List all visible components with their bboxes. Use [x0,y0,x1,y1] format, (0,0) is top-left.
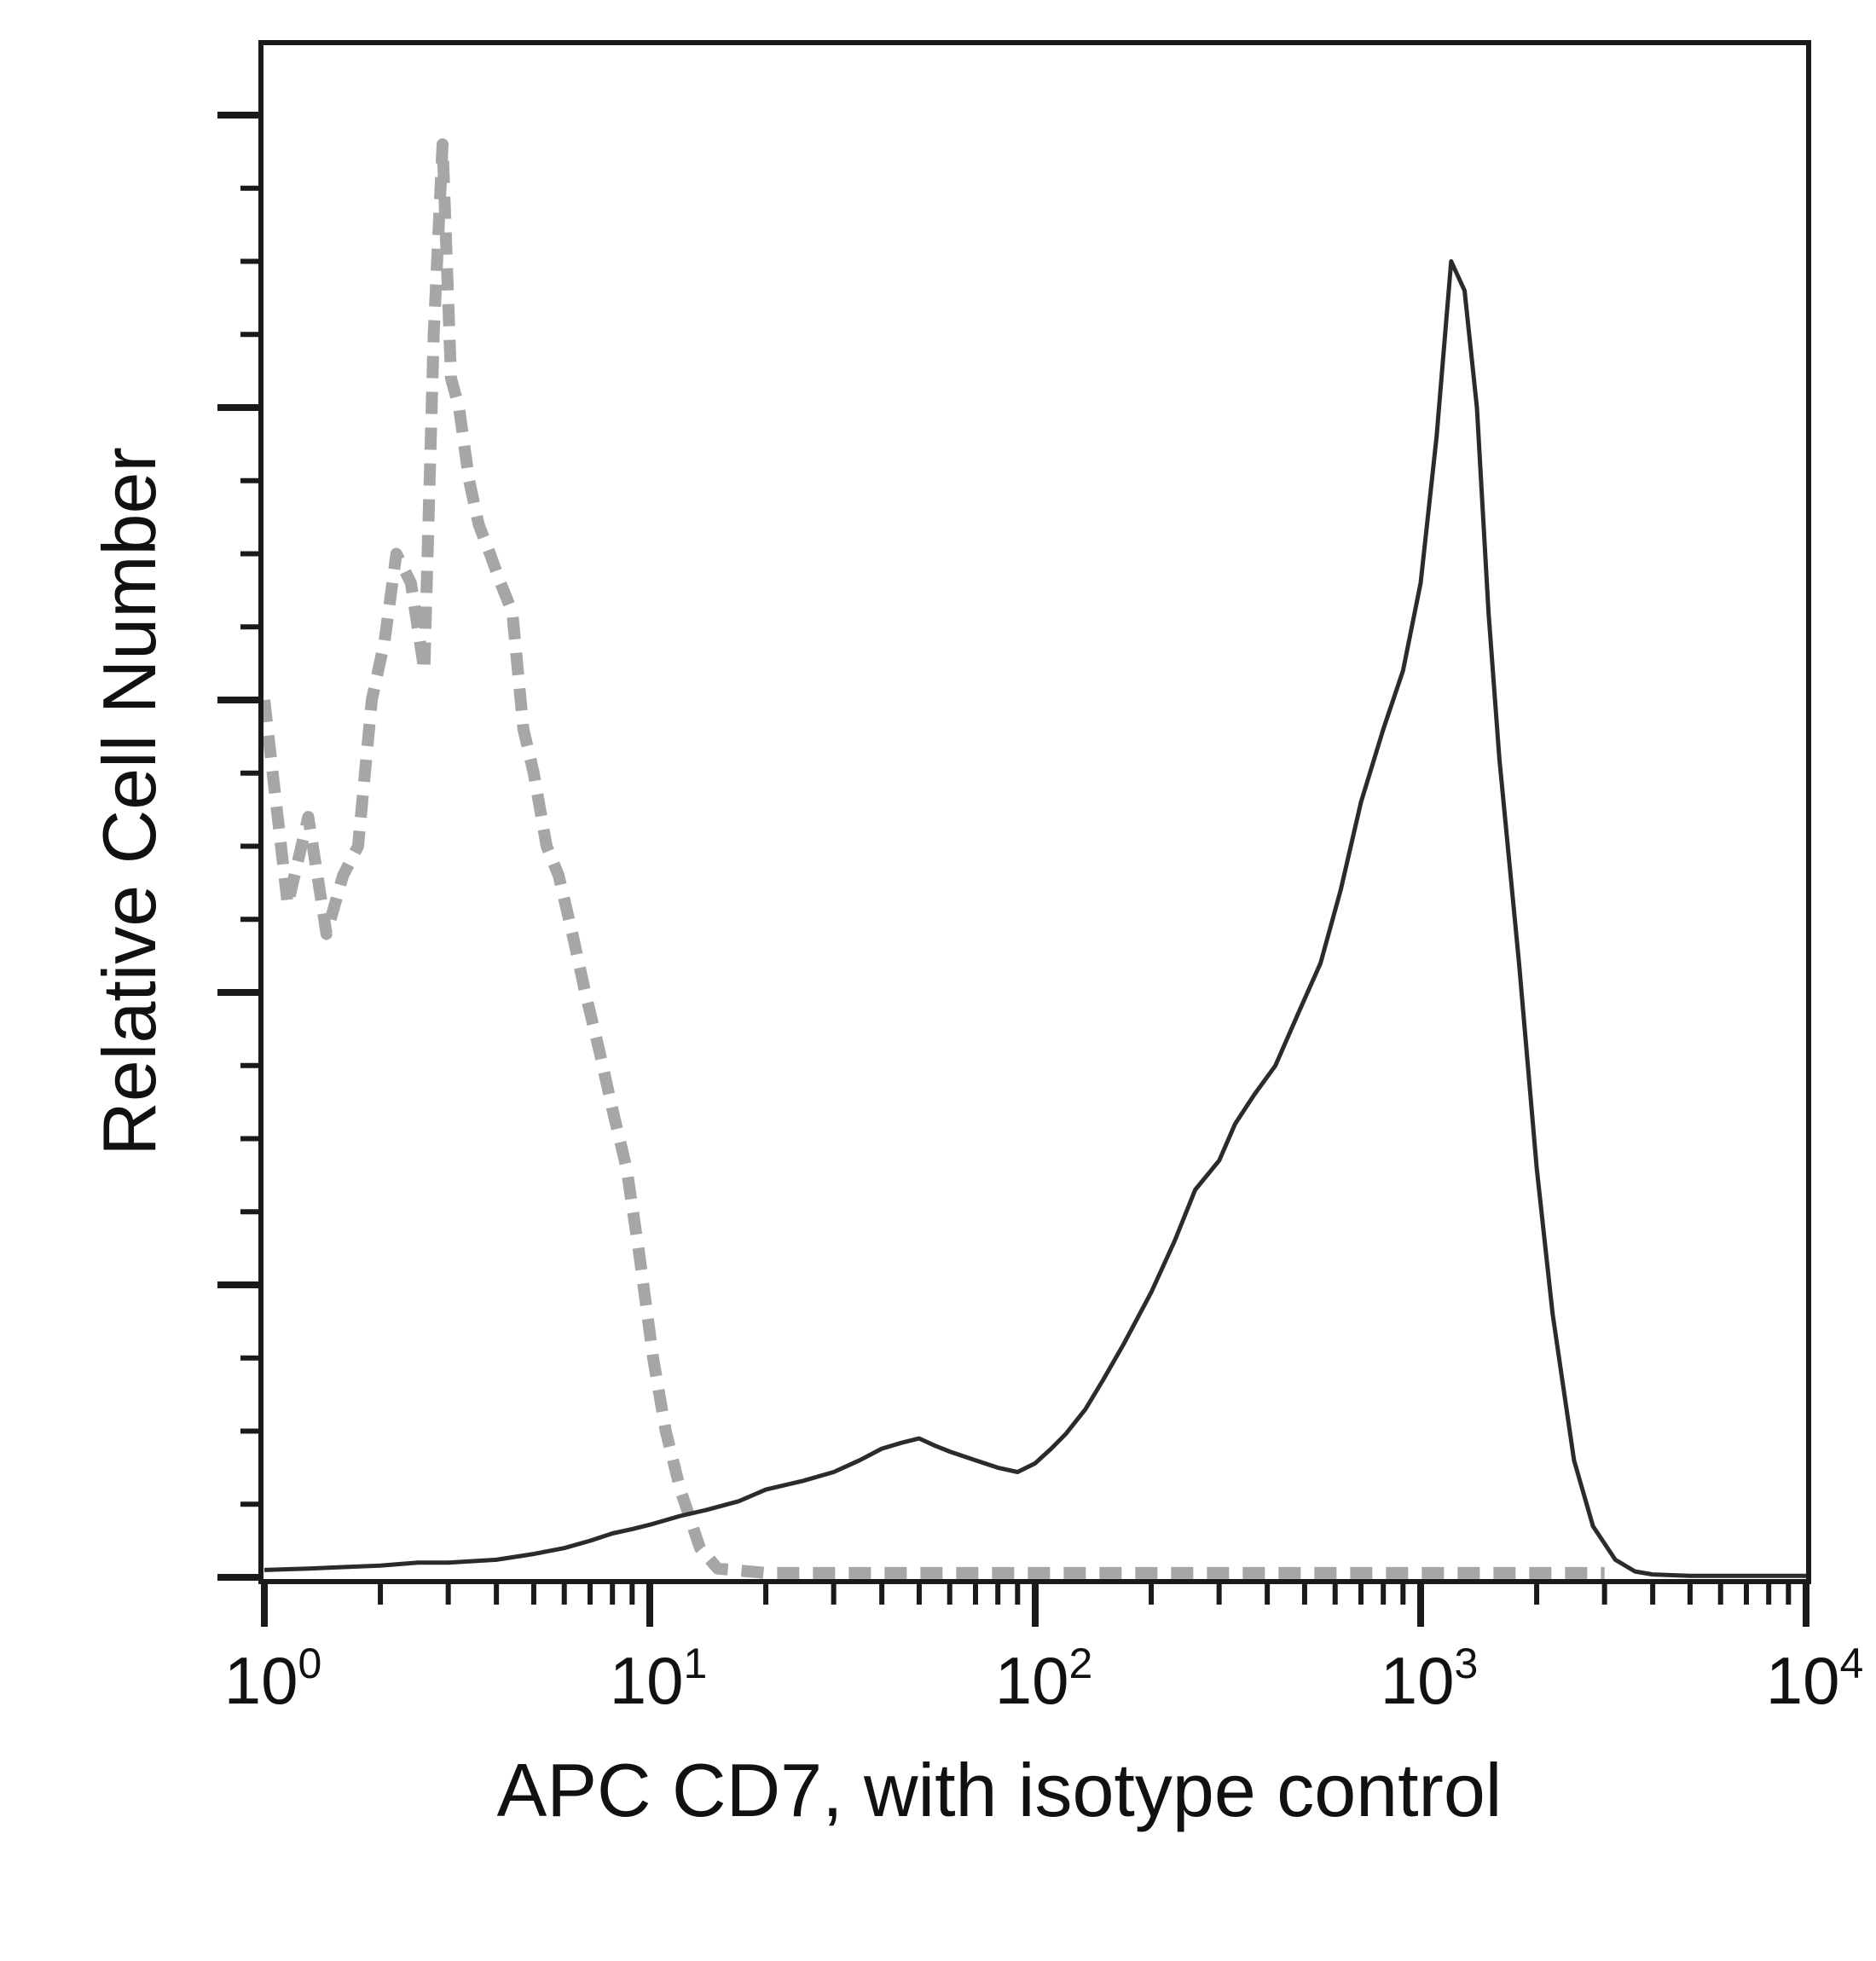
x-tick-label: 100 [224,1640,322,1718]
isotype-control-histogram-line [258,138,1605,1579]
series-layer [258,138,1806,1579]
x-tick-label: 103 [1381,1640,1479,1718]
x-axis-ticks [261,1582,1809,1627]
x-tick-label: 104 [1766,1640,1864,1718]
x-tick-label: 102 [995,1640,1093,1718]
y-axis-ticks [217,112,261,1581]
x-tick-labels: 100 101 102 103 104 [224,1640,1864,1718]
y-axis-title: Relative Cell Number [87,447,171,1155]
x-axis-title: APC CD7, with isotype control [497,1748,1503,1832]
cd7-stained-histogram-line [263,259,1806,1578]
x-tick-label: 101 [610,1640,708,1718]
